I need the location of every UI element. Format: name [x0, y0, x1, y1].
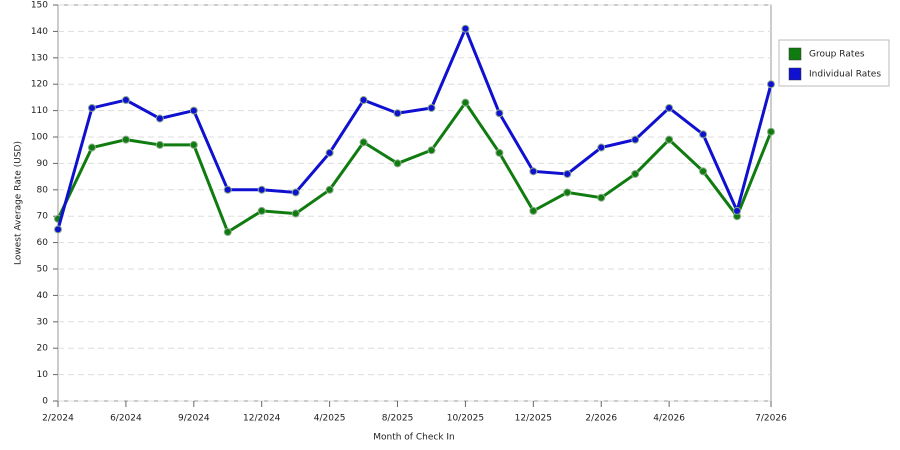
- y-tick-label: 140: [31, 27, 48, 37]
- y-tick-label: 60: [37, 238, 49, 248]
- data-point: [325, 185, 334, 194]
- data-point: [631, 135, 640, 144]
- x-tick-label: 10/2025: [447, 414, 484, 424]
- y-tick-label: 130: [31, 53, 48, 63]
- data-point: [495, 109, 504, 118]
- x-axis-title: Month of Check In: [373, 433, 455, 443]
- y-tick-label: 110: [31, 106, 48, 116]
- y-tick-label: 40: [37, 291, 49, 301]
- y-tick-label: 0: [42, 397, 48, 407]
- y-tick-label: 90: [37, 159, 49, 169]
- data-point: [291, 188, 300, 197]
- data-point: [631, 169, 640, 178]
- x-tick-label: 2/2026: [585, 414, 617, 424]
- data-point: [665, 135, 674, 144]
- data-point: [54, 225, 62, 234]
- data-point: [767, 80, 775, 89]
- data-point: [87, 143, 96, 152]
- data-point: [495, 148, 504, 157]
- data-point: [393, 109, 402, 118]
- data-point: [733, 206, 742, 215]
- data-point: [665, 103, 674, 112]
- x-tick-label: 9/2024: [178, 414, 210, 424]
- data-point: [563, 188, 572, 197]
- data-point: [563, 169, 572, 178]
- data-point: [393, 159, 402, 168]
- data-point: [189, 140, 198, 149]
- data-point: [767, 127, 775, 136]
- data-point: [325, 148, 334, 157]
- data-point: [427, 146, 436, 155]
- data-point: [359, 96, 368, 105]
- x-tick-label: 12/2024: [243, 414, 281, 424]
- data-point: [155, 140, 164, 149]
- data-point: [121, 135, 130, 144]
- y-axis-title: Lowest Average Rate (USD): [14, 141, 24, 265]
- legend-label: Individual Rates: [809, 70, 881, 80]
- data-point: [223, 228, 232, 237]
- series-line: [56, 100, 773, 235]
- data-point: [461, 24, 470, 33]
- data-point: [291, 209, 300, 218]
- y-tick-label: 100: [31, 133, 48, 143]
- x-tick-label: 2/2024: [42, 414, 74, 424]
- data-point: [155, 114, 164, 123]
- y-tick-label: 30: [37, 317, 49, 327]
- data-point: [597, 193, 606, 202]
- data-point: [461, 98, 470, 107]
- legend-label: Group Rates: [809, 50, 865, 60]
- data-point: [257, 185, 266, 194]
- x-tick-label: 4/2025: [314, 414, 346, 424]
- data-point: [257, 206, 266, 215]
- y-tick-label: 70: [37, 212, 49, 222]
- plot-frame: [57, 4, 772, 402]
- data-point: [597, 143, 606, 152]
- data-point: [121, 96, 130, 105]
- y-tick-label: 80: [37, 185, 49, 195]
- y-tick-label: 150: [31, 1, 48, 11]
- x-tick-label: 8/2025: [382, 414, 414, 424]
- y-tick-label: 120: [31, 80, 48, 90]
- data-point: [529, 206, 538, 215]
- data-point: [223, 185, 232, 194]
- legend-swatch: [788, 47, 802, 61]
- y-tick-label: 10: [37, 370, 49, 380]
- data-point: [529, 167, 538, 176]
- series-line: [56, 24, 773, 230]
- data-point: [359, 138, 368, 147]
- x-tick-label: 4/2026: [653, 414, 685, 424]
- data-point: [189, 106, 198, 115]
- legend-swatch: [788, 67, 802, 81]
- y-tick-label: 50: [37, 265, 49, 275]
- x-tick-label: 6/2024: [110, 414, 142, 424]
- y-tick-label: 20: [37, 344, 49, 354]
- data-point: [427, 103, 436, 112]
- x-tick-label: 12/2025: [515, 414, 552, 424]
- data-point: [699, 130, 708, 139]
- data-point: [699, 167, 708, 176]
- data-point: [87, 103, 96, 112]
- x-tick-label: 7/2026: [755, 414, 787, 424]
